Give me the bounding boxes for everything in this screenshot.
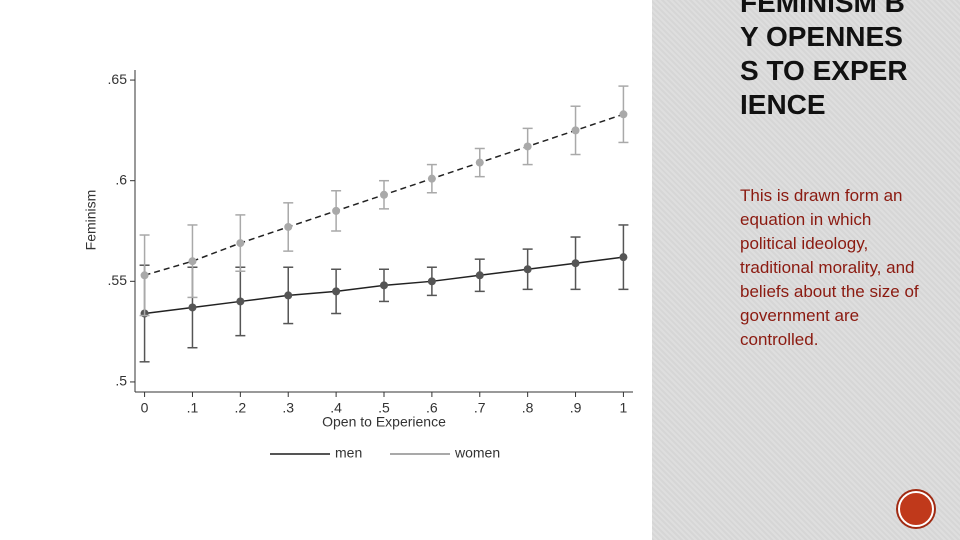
legend-label: women xyxy=(454,445,500,461)
point xyxy=(571,126,580,135)
nav-icon[interactable] xyxy=(898,491,934,527)
x-tick-label: .6 xyxy=(426,400,438,416)
y-tick-label: .65 xyxy=(108,71,128,87)
x-tick-label: .8 xyxy=(522,400,534,416)
y-tick-label: .5 xyxy=(115,373,127,389)
point xyxy=(284,222,293,231)
point xyxy=(427,174,436,183)
point xyxy=(523,265,532,274)
point xyxy=(140,271,149,280)
point xyxy=(475,271,484,280)
point xyxy=(427,277,436,286)
x-tick-label: .2 xyxy=(235,400,247,416)
x-tick-label: .4 xyxy=(330,400,342,416)
point xyxy=(619,253,628,262)
point xyxy=(188,257,197,266)
x-tick-label: .5 xyxy=(378,400,390,416)
x-axis-label: Open to Experience xyxy=(322,414,446,430)
point xyxy=(332,206,341,215)
y-tick-label: .6 xyxy=(115,171,127,187)
point xyxy=(236,297,245,306)
point xyxy=(284,291,293,300)
point xyxy=(380,190,388,199)
y-tick-label: .55 xyxy=(108,272,128,288)
slide-body: This is drawn form an equation in which … xyxy=(740,186,919,349)
x-tick-label: .7 xyxy=(474,400,486,416)
y-axis-label: Feminism xyxy=(83,190,99,251)
point xyxy=(236,239,245,248)
point xyxy=(523,142,532,151)
x-tick-label: 0 xyxy=(141,400,149,416)
point xyxy=(571,259,580,268)
side-panel: FEMINISM BY OPENNESS TO EXPERIENCE This … xyxy=(652,0,960,540)
legend-label: men xyxy=(335,445,362,461)
x-tick-label: .3 xyxy=(282,400,294,416)
x-tick-label: .9 xyxy=(570,400,582,416)
point xyxy=(619,110,628,119)
point xyxy=(380,281,388,290)
slide-title: FEMINISM BY OPENNESS TO EXPERIENCE xyxy=(740,0,908,120)
x-tick-label: .1 xyxy=(187,400,199,416)
chart: Feminism Open to Experience .5 .55 .6 .65 0.… xyxy=(83,70,633,461)
point xyxy=(188,303,197,312)
point xyxy=(332,287,341,296)
x-tick-label: 1 xyxy=(620,400,628,416)
point xyxy=(475,158,484,167)
